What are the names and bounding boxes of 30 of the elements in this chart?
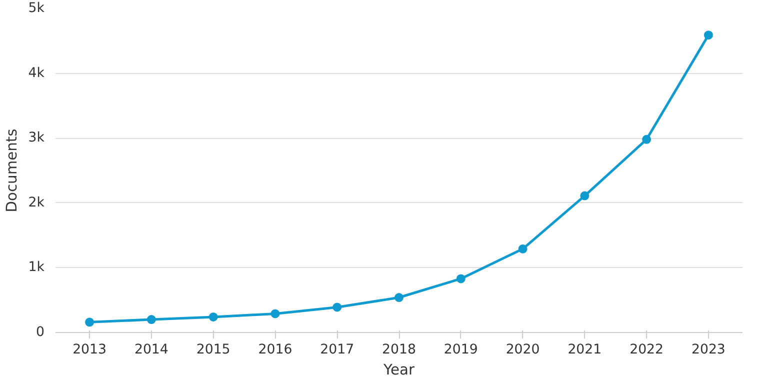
x-tick-label: 2016 xyxy=(258,342,292,358)
x-tick-label: 2021 xyxy=(568,342,602,358)
point xyxy=(85,318,94,327)
point xyxy=(146,315,156,324)
y-tick-label: 4k xyxy=(28,66,45,81)
y-tick-label: 5k xyxy=(28,1,45,16)
y-tick-label: 2k xyxy=(28,195,45,210)
x-tick-label: 2019 xyxy=(444,342,478,358)
point xyxy=(394,293,404,302)
x-tick-label: 2014 xyxy=(134,342,168,358)
point xyxy=(704,30,713,40)
x-tick-label: 2017 xyxy=(320,342,354,358)
x-tick-label: 2018 xyxy=(382,342,416,358)
x-tick-label: 2020 xyxy=(506,342,540,358)
y-tick-label: 0 xyxy=(36,325,45,340)
point xyxy=(456,274,466,284)
x-tick-label: 2023 xyxy=(692,342,726,358)
point xyxy=(208,312,218,322)
point xyxy=(518,244,528,254)
x-tick-label: 2022 xyxy=(630,342,664,358)
x-tick-label: 2013 xyxy=(72,342,107,358)
point xyxy=(642,134,652,144)
x-tick-label: 2015 xyxy=(196,342,230,358)
y-tick-label: 3k xyxy=(28,130,45,146)
point xyxy=(332,302,342,312)
point xyxy=(580,191,590,200)
y-tick-label: 1k xyxy=(28,260,45,276)
y-axis-title: Documents xyxy=(3,128,20,212)
point xyxy=(270,309,280,318)
x-axis-title: Year xyxy=(382,362,416,378)
